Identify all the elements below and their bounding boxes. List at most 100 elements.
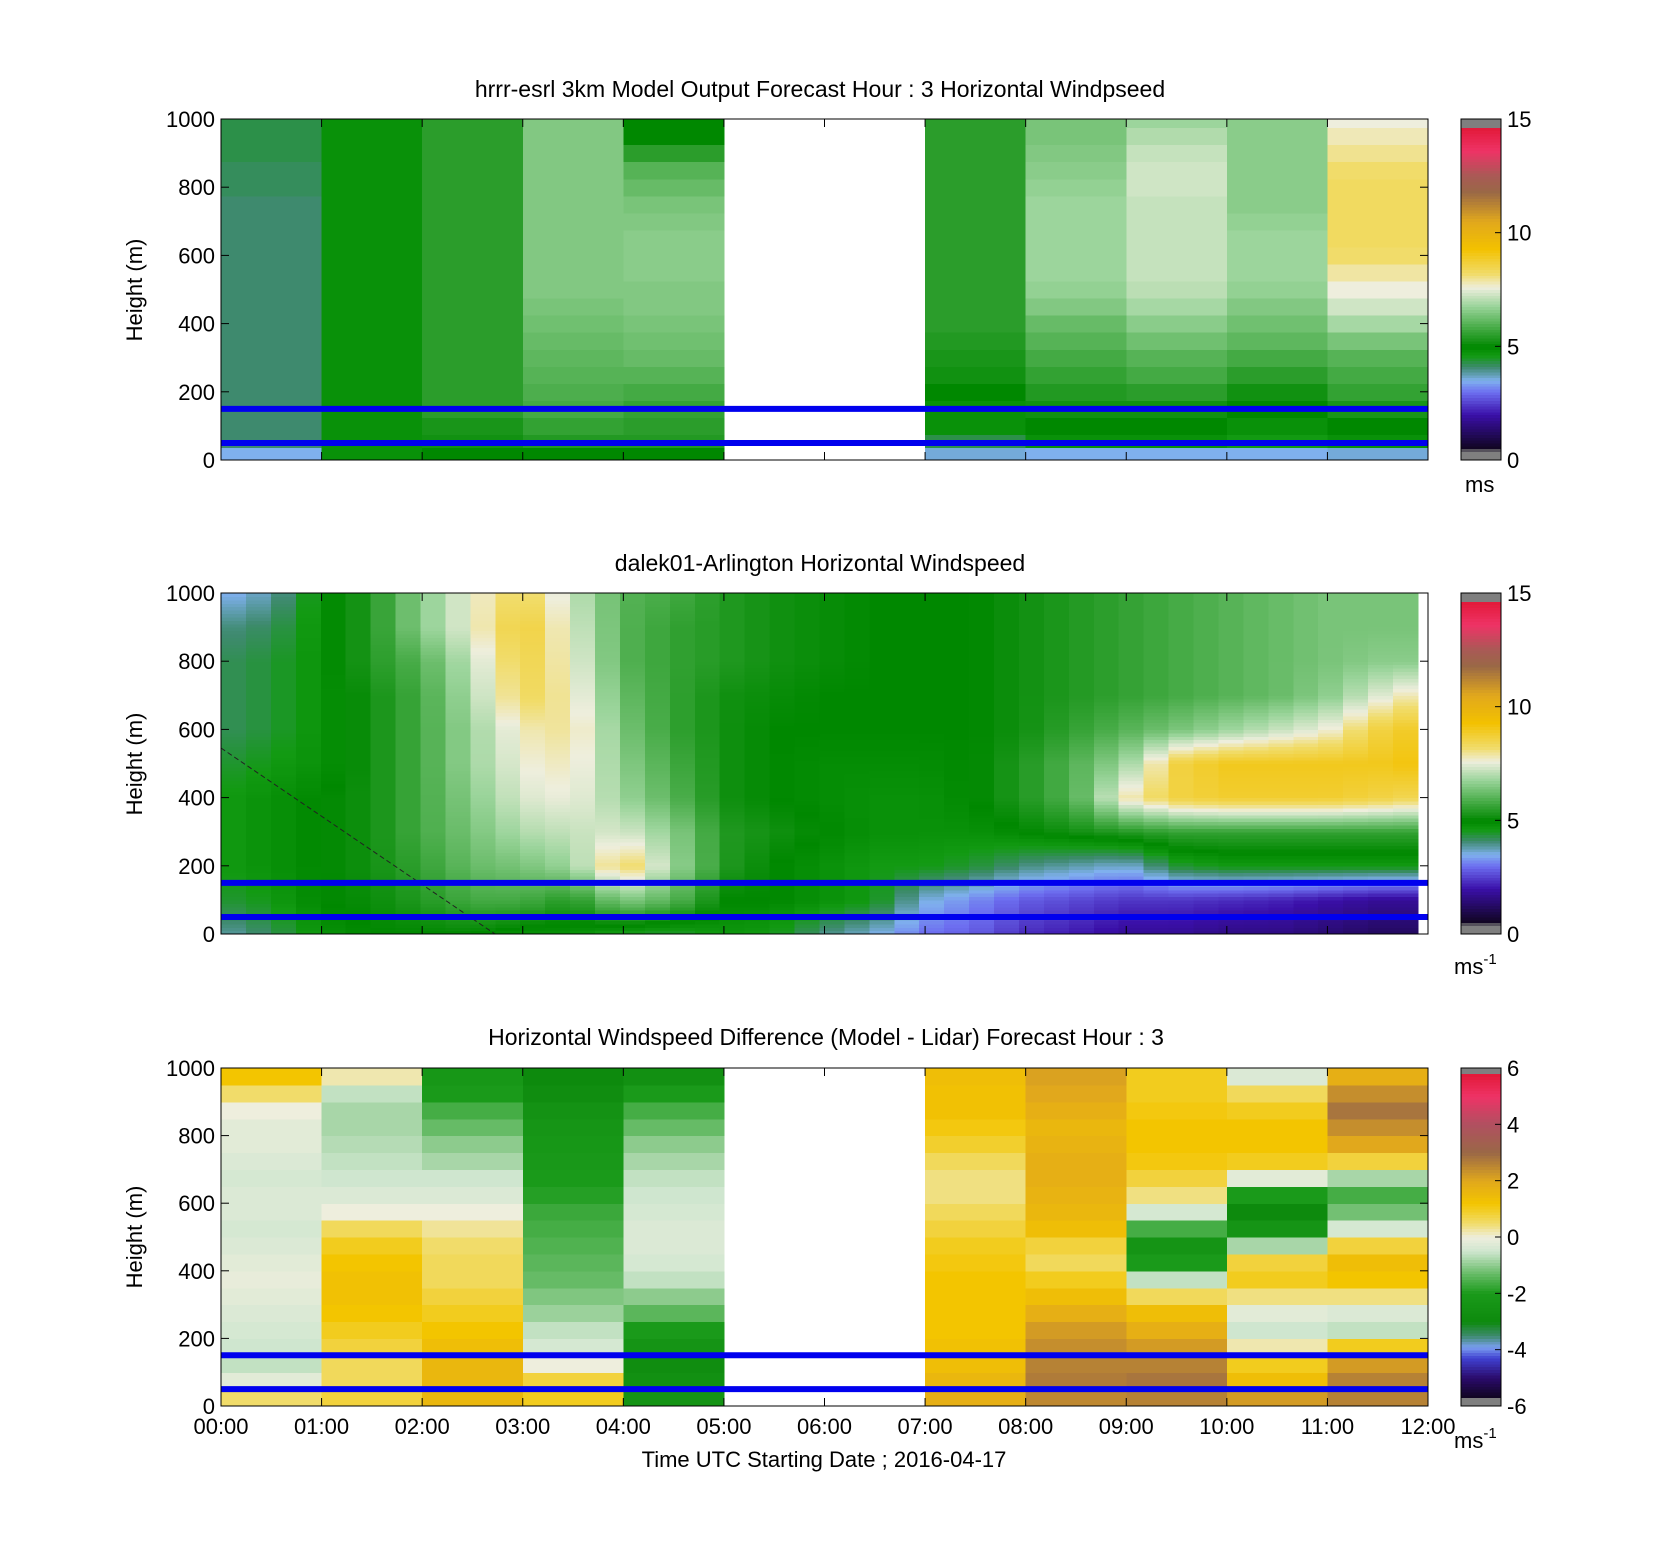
heatmap-cell (719, 705, 746, 710)
heatmap-cell (370, 688, 397, 693)
heatmap-cell (245, 606, 272, 611)
heatmap-cell (744, 657, 771, 662)
heatmap-cell (994, 794, 1020, 799)
heatmap-cell (321, 161, 423, 180)
heatmap-cell (844, 644, 870, 649)
heatmap-cell (1218, 780, 1244, 785)
heatmap-cell (919, 801, 945, 806)
heatmap-cell (894, 705, 920, 710)
heatmap-cell (445, 674, 471, 679)
heatmap-cell (894, 910, 920, 915)
heatmap-cell (944, 674, 970, 679)
heatmap-cell (669, 872, 696, 877)
heatmap-cell (1193, 910, 1220, 915)
heatmap-cell (1318, 596, 1344, 601)
heatmap-cell (545, 599, 571, 604)
heatmap-cell (944, 623, 970, 628)
heatmap-cell (1068, 664, 1095, 669)
heatmap-cell (270, 773, 297, 778)
heatmap-cell (1343, 763, 1369, 768)
heatmap-cell (619, 766, 646, 771)
heatmap-cell (570, 906, 596, 911)
heatmap-cell (1218, 783, 1244, 788)
heatmap-cell (420, 695, 447, 700)
heatmap-cell (270, 661, 297, 666)
heatmap-cell (794, 899, 821, 904)
heatmap-cell (1168, 824, 1195, 829)
heatmap-cell (395, 852, 422, 857)
heatmap-cell (320, 811, 347, 816)
heatmap-cell (1018, 729, 1045, 734)
heatmap-cell (1218, 715, 1244, 720)
heatmap-cell (1193, 712, 1220, 717)
heatmap-cell (994, 804, 1020, 809)
heatmap-cell (619, 858, 646, 863)
heatmap-cell (395, 749, 422, 754)
heatmap-cell (445, 610, 471, 615)
heatmap-cell (619, 657, 646, 662)
heatmap-cell (694, 606, 721, 611)
heatmap-cell (1268, 719, 1294, 724)
heatmap-cell (644, 872, 671, 877)
heatmap-cell (245, 702, 272, 707)
heatmap-cell (595, 777, 621, 782)
heatmap-cell (1343, 811, 1369, 816)
heatmap-cell (919, 780, 945, 785)
heatmap-cell (994, 688, 1020, 693)
heatmap-cell (669, 743, 696, 748)
heatmap-cell (769, 903, 796, 908)
heatmap-cell (345, 770, 372, 775)
heatmap-cell (470, 647, 496, 652)
heatmap-cell (894, 831, 920, 836)
heatmap-cell (1343, 865, 1369, 870)
heatmap-cell (644, 599, 671, 604)
heatmap-cell (1118, 603, 1145, 608)
heatmap-cell (1025, 144, 1127, 163)
heatmap-cell (669, 794, 696, 799)
heatmap-cell (270, 644, 297, 649)
heatmap-cell (545, 899, 571, 904)
heatmap-cell (595, 910, 621, 915)
heatmap-cell (295, 698, 322, 703)
heatmap-cell (495, 899, 521, 904)
heatmap-cell (1068, 691, 1095, 696)
heatmap-cell (1193, 603, 1220, 608)
heatmap-cell (769, 855, 796, 860)
heatmap-cell (1268, 896, 1294, 901)
heatmap-cell (994, 736, 1020, 741)
heatmap-cell (1118, 691, 1145, 696)
heatmap-cell (570, 620, 596, 625)
heatmap-cell (270, 814, 297, 819)
heatmap-cell (744, 831, 771, 836)
heatmap-cell (844, 695, 870, 700)
heatmap-cell (420, 841, 447, 846)
heatmap-cell (744, 633, 771, 638)
heatmap-cell (1243, 886, 1269, 891)
heatmap-cell (420, 773, 447, 778)
heatmap-cell (1243, 814, 1269, 819)
heatmap-cell (570, 743, 596, 748)
heatmap-cell (1268, 801, 1294, 806)
heatmap-cell (295, 777, 322, 782)
heatmap-cell (495, 685, 521, 690)
heatmap-cell (994, 599, 1020, 604)
heatmap-cell (1193, 777, 1220, 782)
heatmap-cell (1118, 818, 1145, 823)
heatmap-cell (994, 838, 1020, 843)
heatmap-cell (1218, 787, 1244, 792)
heatmap-cell (345, 855, 372, 860)
heatmap-cell (1218, 858, 1244, 863)
heatmap-cell (470, 708, 496, 713)
colorbar-segment (1461, 363, 1501, 367)
heatmap-cell (644, 719, 671, 724)
heatmap-cell (1243, 835, 1269, 840)
heatmap-cell (619, 787, 646, 792)
heatmap-cell (1068, 681, 1095, 686)
heatmap-cell (221, 688, 247, 693)
heatmap-cell (345, 712, 372, 717)
heatmap-cell (1293, 760, 1319, 765)
heatmap-cell (1193, 736, 1220, 741)
heatmap-cell (1018, 705, 1045, 710)
heatmap-cell (1168, 722, 1195, 727)
heatmap-cell (1193, 923, 1220, 928)
